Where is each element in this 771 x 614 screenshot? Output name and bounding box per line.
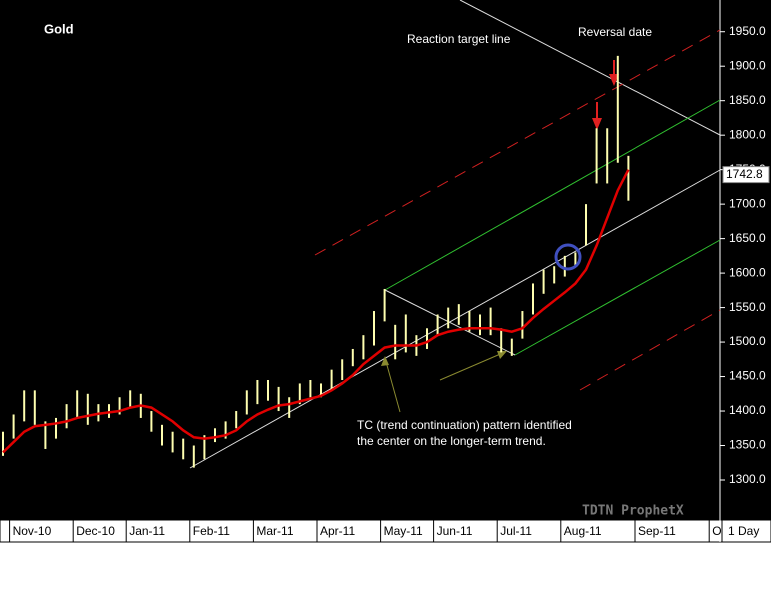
plot-background	[0, 0, 771, 520]
y-tick-label: 1350.0	[729, 438, 766, 452]
tc-arrowhead	[381, 356, 389, 366]
price-bars	[2, 55, 630, 468]
tc-arrow	[439, 351, 506, 381]
y-tick-label: 1550.0	[729, 300, 766, 314]
x-tick-label: Jan-11	[129, 524, 165, 538]
x-tick-label: O	[712, 524, 721, 538]
tc-arrow	[384, 357, 401, 413]
last-price-label: 1742.8	[726, 167, 763, 181]
lower-green-line	[514, 239, 721, 356]
x-tick-label: Aug-11	[564, 524, 602, 538]
annotation: Reaction target line	[407, 32, 511, 46]
x-tick-label: Jun-11	[437, 524, 473, 538]
y-tick-label: 1300.0	[729, 472, 766, 486]
reversal-arrowhead	[592, 118, 602, 130]
y-tick-label: 1900.0	[729, 58, 766, 72]
y-tick-label: 1850.0	[729, 93, 766, 107]
moving-average	[2, 169, 630, 454]
reaction-target-line	[459, 0, 721, 136]
y-tick-label: 1400.0	[729, 403, 766, 417]
reversal-arrowhead	[609, 74, 619, 86]
annotation: the center on the longer-term trend.	[357, 434, 546, 448]
lower-red-line	[579, 309, 721, 391]
x-tick-label: Dec-10	[76, 524, 115, 538]
y-tick-label: 1450.0	[729, 369, 766, 383]
x-tick-label: Jul-11	[500, 524, 532, 538]
x-axis-band	[0, 519, 771, 543]
upper-green-line	[384, 99, 721, 291]
last-price-box	[722, 166, 770, 184]
upper-red-line	[314, 29, 721, 256]
chart-title: Gold	[44, 21, 74, 36]
x-tick-label: Nov-10	[13, 524, 52, 538]
x-tick-label: Sep-11	[638, 524, 676, 538]
y-tick-label: 1650.0	[729, 231, 766, 245]
y-tick-label: 1600.0	[729, 265, 766, 279]
y-tick-label: 1700.0	[729, 196, 766, 210]
annotation: TC (trend continuation) pattern identifi…	[357, 418, 572, 432]
interval-label: 1 Day	[728, 524, 759, 538]
x-tick-label: May-11	[384, 524, 423, 538]
watermark: TDTN ProphetX	[582, 504, 684, 519]
x-tick-label: Apr-11	[320, 524, 355, 538]
tc-arrowhead	[497, 351, 507, 359]
pivot-line	[384, 289, 516, 356]
y-tick-label: 1950.0	[729, 24, 766, 38]
trend-lines	[189, 0, 721, 469]
y-tick-label: 1500.0	[729, 334, 766, 348]
x-tick-label: Mar-11	[256, 524, 293, 538]
annotation: Reversal date	[578, 25, 652, 39]
x-tick-label: Feb-11	[193, 524, 230, 538]
y-tick-label: 1800.0	[729, 127, 766, 141]
tc-circle	[554, 243, 582, 271]
median-line	[189, 169, 721, 469]
